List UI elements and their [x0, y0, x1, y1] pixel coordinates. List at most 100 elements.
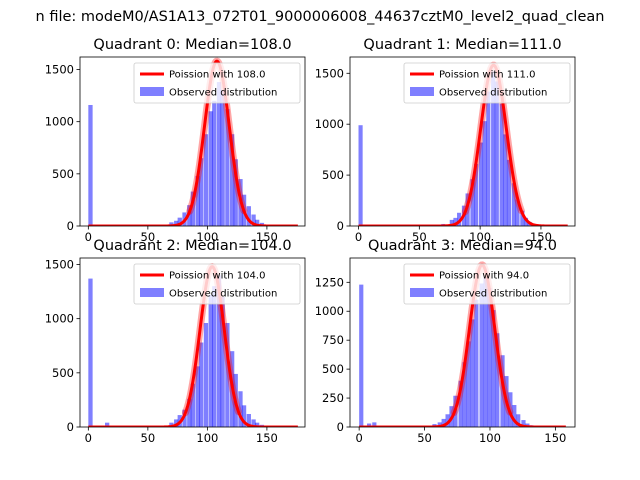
histogram-bar [238, 391, 243, 427]
histogram-bar [220, 297, 225, 427]
histogram-bar [470, 319, 475, 427]
y-tick-label: 750 [322, 333, 344, 347]
histogram-bar [199, 342, 204, 427]
y-tick-label: 1250 [315, 275, 344, 289]
y-tick-label: 0 [67, 420, 74, 434]
histogram-bar [487, 288, 492, 427]
histogram-bar [500, 355, 505, 427]
histogram-bar [255, 219, 260, 226]
axes-frame [79, 56, 306, 227]
histogram-bar [474, 163, 479, 226]
histogram-bar [230, 134, 235, 226]
legend-observed-swatch [140, 87, 164, 96]
histogram-bar [199, 158, 204, 226]
histogram-bar [225, 109, 230, 226]
y-tick-label: 500 [52, 167, 74, 181]
histogram-bar [187, 398, 192, 427]
legend-observed-swatch [410, 288, 434, 297]
histogram-bar [499, 103, 504, 226]
x-tick-label: 150 [256, 431, 278, 445]
y-tick-label: 1000 [315, 304, 344, 318]
histogram-bar [491, 71, 496, 226]
histogram-bar [445, 414, 450, 427]
legend: Poission with 108.0 Observed distribution [133, 62, 301, 104]
histogram-bar [462, 362, 467, 427]
histogram-bar [225, 323, 230, 427]
histogram-bar [495, 333, 500, 427]
subplot-quadrant-3: 0 50 100 150 0 250 500 750 1000 1250 Quadrant 3: M… [315, 238, 576, 445]
histogram-bar [169, 422, 174, 427]
histogram-bar [466, 341, 471, 427]
x-tick-label: 0 [355, 431, 362, 445]
subplot-title: Quadrant 0: Median=108.0 [93, 37, 291, 53]
histogram-bar [515, 199, 520, 226]
legend-box [133, 263, 301, 305]
subplot-title: Quadrant 3: Median=94.0 [368, 238, 557, 254]
x-tick-label: 100 [196, 431, 218, 445]
histogram-bar [511, 183, 516, 226]
histogram-bar [208, 294, 213, 427]
legend-box [133, 62, 301, 104]
legend-poisson-label: Poission with 104.0 [169, 271, 265, 282]
histogram-bar [255, 422, 260, 427]
y-tick-label: 500 [52, 366, 74, 380]
subplot-title: Quadrant 1: Median=111.0 [363, 37, 561, 53]
histogram-bar [449, 219, 454, 226]
y-tick-label: 1500 [45, 258, 74, 272]
x-tick-label: 50 [141, 230, 156, 244]
legend-observed-label: Observed distribution [439, 88, 547, 99]
histogram-bar [453, 217, 458, 226]
histogram-bar [212, 100, 217, 226]
x-tick-label: 50 [141, 431, 156, 445]
histogram-bar [521, 420, 526, 427]
x-tick-label: 150 [256, 230, 278, 244]
histogram-bar [174, 220, 179, 226]
y-tick-label: 1000 [315, 117, 344, 131]
y-tick-label: 1000 [45, 312, 74, 326]
legend-observed-label: Observed distribution [439, 289, 547, 300]
histogram-bar [246, 414, 251, 427]
histogram-bar [486, 91, 491, 226]
histogram-bar [105, 422, 110, 427]
x-tick-label: 100 [479, 431, 501, 445]
legend-poisson-label: Poission with 94.0 [439, 271, 529, 282]
legend-observed-label: Observed distribution [169, 289, 277, 300]
legend-observed-label: Observed distribution [169, 88, 277, 99]
histogram-bar [503, 134, 508, 226]
histogram-bar [372, 422, 377, 427]
histogram-bar [190, 383, 195, 427]
histogram-bar [491, 310, 496, 427]
x-tick-label: 0 [85, 230, 92, 244]
legend-box [403, 263, 571, 305]
histogram-bar [233, 159, 238, 226]
histogram-bar [367, 423, 372, 427]
histogram-bar [478, 142, 484, 226]
histogram-bar [482, 121, 487, 226]
legend-box [403, 62, 571, 104]
x-tick-label: 100 [469, 230, 491, 244]
histogram-bar [437, 422, 442, 427]
histogram-bar [512, 405, 517, 427]
histogram-bar [479, 283, 484, 427]
histogram-bar [190, 191, 195, 226]
x-tick-label: 150 [544, 431, 566, 445]
histogram-bar [441, 418, 446, 427]
axes-frame [349, 257, 576, 428]
axes-frame [79, 257, 306, 428]
subplot-title: Quadrant 2: Median=104.0 [93, 238, 291, 254]
histogram-bar [195, 175, 200, 226]
histogram-bar [470, 179, 475, 226]
legend-observed-swatch [410, 87, 434, 96]
histogram-bar [458, 380, 463, 427]
legend: Poission with 94.0 Observed distribution [403, 263, 571, 305]
legend: Poission with 111.0 Observed distribution [403, 62, 571, 104]
axes-frame [349, 56, 576, 227]
histogram-bar [359, 284, 364, 427]
y-tick-label: 250 [322, 391, 344, 405]
histogram-bar [216, 82, 222, 226]
legend: Poission with 104.0 Observed distribution [133, 263, 301, 305]
x-tick-label: 0 [85, 431, 92, 445]
legend-poisson-label: Poission with 108.0 [169, 70, 265, 81]
